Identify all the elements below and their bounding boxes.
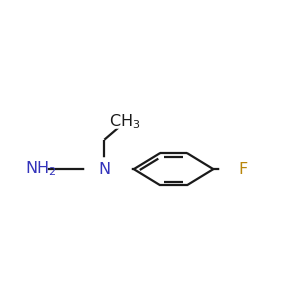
Text: F: F — [238, 162, 248, 177]
Text: CH$_3$: CH$_3$ — [109, 113, 141, 131]
Text: N: N — [98, 162, 110, 177]
Text: NH$_2$: NH$_2$ — [25, 160, 56, 178]
